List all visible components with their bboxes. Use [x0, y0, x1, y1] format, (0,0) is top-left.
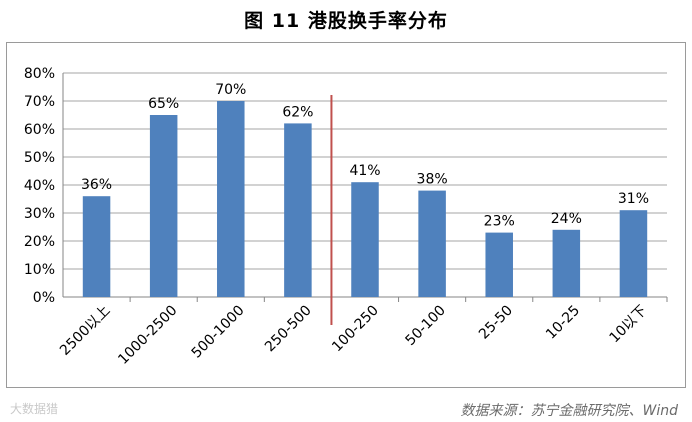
chart-title: 图 11 港股换手率分布: [244, 10, 448, 32]
bar: [619, 210, 648, 297]
y-tick-label: 60%: [24, 122, 55, 138]
y-tick-label: 50%: [24, 150, 55, 166]
y-tick-label: 10%: [24, 262, 55, 278]
data-label: 31%: [618, 191, 649, 207]
y-tick-label: 80%: [24, 66, 55, 82]
x-tick-label: 100-250: [329, 303, 382, 356]
data-label: 36%: [81, 177, 112, 193]
y-tick-label: 70%: [24, 94, 55, 110]
y-tick-label: 20%: [24, 234, 55, 250]
bar: [351, 182, 379, 297]
data-label: 62%: [282, 104, 313, 120]
bar: [284, 123, 312, 298]
data-label: 23%: [484, 214, 515, 230]
data-label: 41%: [349, 163, 380, 179]
y-tick-label: 40%: [24, 178, 55, 194]
data-label: 65%: [148, 96, 179, 112]
x-tick-label: 1000-2500: [115, 303, 180, 368]
x-tick-label: 2500以上: [57, 303, 113, 359]
data-label: 70%: [215, 82, 246, 98]
data-source: 数据来源：苏宁金融研究院、Wind: [460, 403, 679, 419]
bar: [82, 196, 111, 297]
x-tick-label: 50-100: [403, 303, 449, 349]
x-tick-label: 10-25: [543, 303, 583, 343]
data-label: 24%: [551, 211, 582, 227]
bar-chart: 0% 10% 20% 30% 40% 50% 60% 70% 80% 36% 2500以上 65% 10…: [24, 66, 668, 368]
x-tick-label: 250-500: [262, 303, 315, 356]
bar: [485, 232, 513, 297]
bar: [418, 190, 446, 297]
data-label: 38%: [417, 172, 448, 188]
x-tick-label: 25-50: [476, 303, 516, 343]
chart-area: 0% 10% 20% 30% 40% 50% 60% 70% 80% 36% 2500以上 65% 10…: [6, 42, 686, 388]
x-tick-label: 500-1000: [189, 303, 248, 362]
bar: [217, 101, 245, 297]
y-tick-label: 0%: [33, 290, 55, 306]
y-tick-label: 30%: [24, 206, 55, 222]
x-tick-label: 10以下: [607, 303, 651, 347]
bar: [552, 229, 581, 297]
watermark: 大数据猎: [10, 402, 59, 416]
bar: [149, 115, 178, 297]
